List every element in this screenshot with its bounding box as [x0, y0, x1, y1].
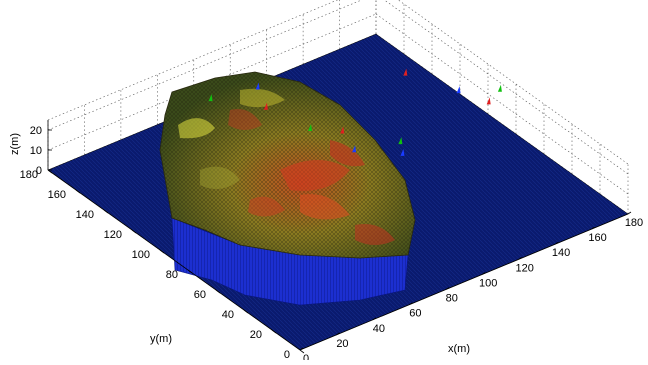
y-tick-label: 0	[284, 349, 290, 360]
grid-lines	[47, 0, 629, 215]
y-tick	[159, 249, 165, 254]
x-tick	[372, 317, 377, 321]
marker-blue	[255, 82, 260, 90]
y-tick-label: 60	[194, 289, 206, 301]
z-tick-label: 20	[30, 125, 42, 137]
z-axis-label: z(m)	[9, 133, 21, 155]
x-tick	[518, 257, 522, 260]
y-tick-label: 180	[20, 169, 38, 181]
y-tick	[75, 189, 81, 194]
z-tick-label: 0	[36, 165, 42, 177]
marker-blue	[400, 148, 405, 156]
axes: 0204060801001201401601800204060801001201…	[20, 120, 643, 365]
x-tick	[591, 226, 595, 230]
x-tick-label: 40	[373, 323, 385, 335]
y-tick	[299, 349, 305, 354]
y-tick-label: 120	[104, 229, 122, 241]
marker-red	[486, 97, 491, 105]
y-tick-label: 20	[250, 329, 262, 341]
marker-red	[263, 102, 268, 110]
terrain-surface	[159, 71, 416, 259]
x-axis-label: x(m)	[448, 343, 470, 355]
x-tick-label: 60	[409, 308, 421, 320]
y-tick	[103, 209, 109, 214]
y-tick	[187, 269, 193, 274]
y-tick	[243, 309, 249, 314]
x-tick-label: 20	[336, 338, 348, 350]
y-axis-line	[47, 169, 301, 351]
x-tick-label: 160	[588, 232, 606, 244]
marker-blue	[352, 145, 357, 153]
marker-red	[340, 126, 345, 134]
x-tick	[299, 347, 304, 351]
y-axis-label: y(m)	[150, 333, 172, 345]
x-tick	[627, 211, 632, 215]
z-tick-label: 10	[30, 145, 42, 157]
marker-layer	[208, 68, 502, 156]
y-tick	[215, 289, 221, 294]
marker-green	[497, 84, 502, 92]
y-tick	[47, 169, 53, 174]
x-tick-label: 80	[446, 293, 458, 305]
x-tick-label: 140	[552, 247, 570, 259]
x-axis-line	[299, 213, 629, 351]
y-tick-label: 160	[48, 189, 66, 201]
y-tick	[271, 329, 277, 334]
y-tick-label: 100	[132, 249, 150, 261]
marker-blue	[456, 86, 461, 94]
marker-green	[208, 94, 213, 102]
y-tick-label: 140	[76, 209, 94, 221]
x-tick-label: 120	[515, 262, 533, 274]
x-tick-label: 100	[479, 277, 497, 289]
marker-green	[308, 124, 312, 131]
x-tick-label: 0	[303, 353, 309, 360]
y-tick-label: 80	[166, 269, 178, 281]
x-tick-label: 180	[625, 217, 643, 229]
x-tick	[336, 332, 340, 336]
y-tick-label: 40	[222, 309, 234, 321]
x-tick	[409, 302, 413, 305]
y-tick	[131, 229, 137, 234]
x-tick	[482, 272, 486, 275]
marker-red	[403, 68, 408, 76]
x-tick	[445, 287, 449, 290]
marker-green	[398, 137, 403, 145]
x-tick	[554, 241, 559, 245]
